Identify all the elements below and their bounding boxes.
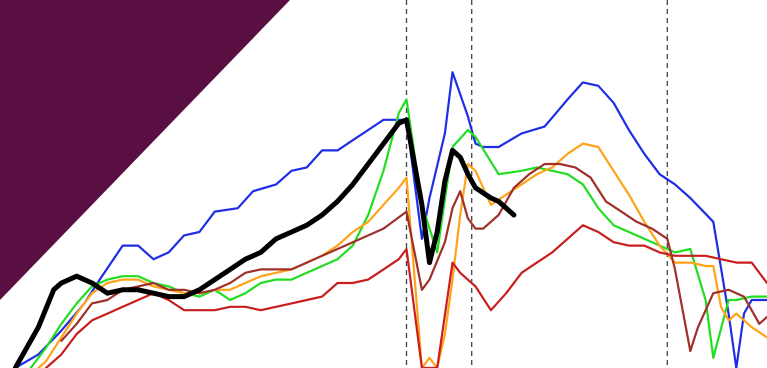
series-line-4 <box>44 224 767 368</box>
series-lines <box>12 71 767 368</box>
series-line-5 <box>60 162 767 353</box>
corner-decoration <box>0 0 290 300</box>
series-line-6 <box>12 117 517 368</box>
series-line-1 <box>14 71 767 368</box>
